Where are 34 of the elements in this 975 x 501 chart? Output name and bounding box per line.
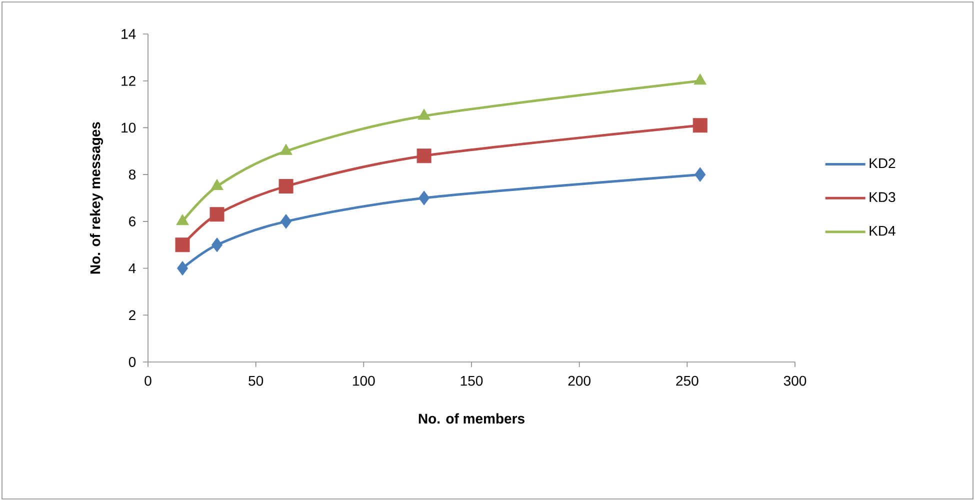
x-tick-label: 150 bbox=[460, 376, 483, 386]
x-tick-label: 100 bbox=[353, 376, 375, 386]
y-axis-title: No. of rekey messages bbox=[90, 122, 104, 274]
y-tick-label: 12 bbox=[122, 76, 136, 86]
point bbox=[280, 144, 292, 155]
point bbox=[210, 207, 224, 222]
point bbox=[177, 261, 188, 276]
point bbox=[416, 148, 432, 164]
x-tick-label: 250 bbox=[676, 376, 698, 386]
legend-label: KD4 bbox=[870, 226, 896, 236]
point bbox=[280, 214, 292, 229]
point bbox=[175, 238, 190, 252]
point bbox=[694, 74, 706, 85]
legend-label: KD2 bbox=[870, 158, 896, 168]
y-tick-label: 10 bbox=[122, 122, 136, 133]
y-tick-label: 8 bbox=[128, 170, 136, 180]
point bbox=[694, 167, 706, 182]
point bbox=[692, 118, 708, 133]
point bbox=[418, 190, 430, 206]
x-tick-label: 300 bbox=[784, 376, 806, 386]
point bbox=[212, 238, 223, 252]
point bbox=[278, 179, 294, 194]
x-tick-label: 200 bbox=[568, 376, 590, 386]
y-tick-label: 6 bbox=[129, 216, 136, 226]
y-tick-label: 14 bbox=[122, 29, 136, 39]
legend-label: KD3 bbox=[870, 192, 896, 202]
x-axis-title: No. of members bbox=[418, 413, 524, 424]
y-tick-label: 0 bbox=[128, 357, 136, 367]
point bbox=[210, 179, 224, 190]
y-tick-label: 4 bbox=[128, 263, 136, 274]
x-tick-label: 50 bbox=[248, 376, 264, 386]
point bbox=[418, 108, 430, 120]
y-tick-label: 2 bbox=[129, 310, 136, 320]
x-tick-label: 0 bbox=[144, 376, 152, 386]
